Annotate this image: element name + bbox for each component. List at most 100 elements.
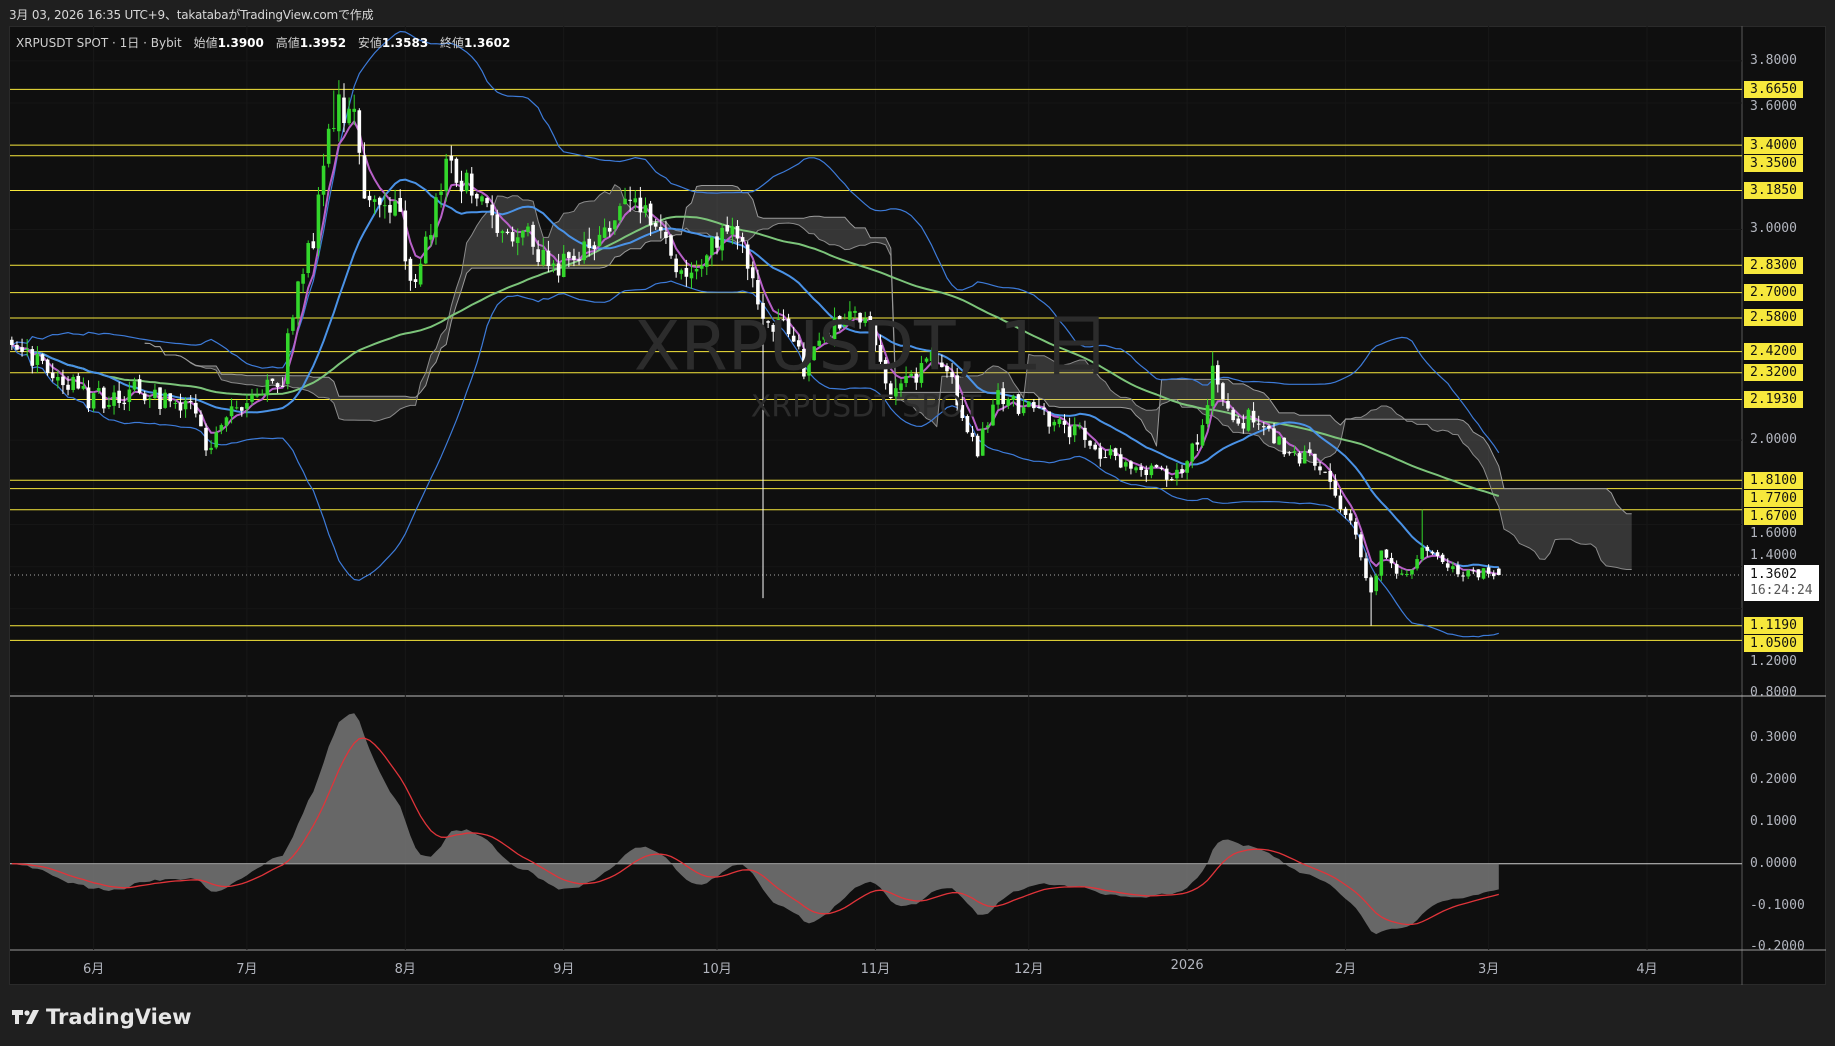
candle	[572, 248, 576, 267]
candle-body	[694, 268, 699, 272]
candle	[1307, 442, 1312, 457]
candle-body	[91, 393, 96, 409]
candle	[96, 380, 101, 394]
candle	[1006, 397, 1011, 410]
candle-body	[495, 214, 500, 233]
candle	[745, 241, 750, 281]
candle-body	[296, 281, 300, 318]
candle	[1052, 419, 1057, 432]
candle	[996, 383, 1000, 410]
price-axis-label: 1.6000	[1750, 526, 1797, 542]
candle-body	[260, 394, 265, 396]
candle-body	[1026, 401, 1031, 408]
candle	[260, 389, 265, 396]
candle-body	[112, 392, 116, 406]
candle-body	[250, 394, 254, 402]
candle	[1384, 548, 1389, 560]
candle	[148, 395, 152, 408]
candle-body	[791, 335, 796, 342]
low-value: 1.3583	[381, 36, 429, 50]
candle-body	[357, 110, 362, 153]
candle-body	[449, 155, 454, 161]
candle	[1067, 417, 1072, 445]
candle-body	[582, 241, 586, 261]
candle	[924, 356, 929, 364]
candle-body	[1292, 451, 1297, 453]
candle-body	[1471, 570, 1476, 572]
candle-body	[61, 376, 65, 386]
candle	[648, 200, 653, 236]
candle-body	[613, 220, 617, 230]
bar-countdown: 16:24:24	[1750, 582, 1813, 598]
horizontal-level-label: 2.3200	[1744, 364, 1803, 382]
horizontal-level-label: 1.0500	[1744, 635, 1803, 653]
candle-body	[173, 403, 178, 405]
candle-body	[965, 416, 970, 433]
candle	[577, 251, 581, 266]
candle-body	[868, 316, 873, 324]
symbol-name[interactable]: XRPUSDT SPOT · 1日 · Bybit	[16, 36, 182, 50]
candle	[812, 346, 816, 361]
candle	[1154, 464, 1159, 468]
candle	[1318, 461, 1322, 475]
candle	[234, 400, 239, 410]
tradingview-logo[interactable]: TradingView	[12, 1005, 191, 1029]
candle-body	[1277, 436, 1281, 445]
candle	[1185, 460, 1189, 480]
candle-body	[510, 232, 515, 242]
candle-body	[1006, 399, 1011, 406]
candle-body	[188, 400, 193, 402]
candle	[705, 254, 709, 276]
price-axis-label: 1.4000	[1750, 547, 1797, 563]
candle	[607, 221, 612, 237]
candle	[1353, 518, 1358, 540]
candle	[986, 422, 990, 433]
candle-body	[1379, 550, 1384, 576]
candle-body	[342, 97, 346, 124]
candle-body	[439, 191, 443, 195]
candle	[204, 423, 208, 456]
candle-body	[689, 272, 694, 279]
candle	[112, 385, 116, 415]
candle-body	[239, 407, 244, 411]
candle-body	[633, 198, 638, 203]
candle	[556, 253, 561, 283]
candle	[475, 192, 479, 207]
candle-body	[1134, 467, 1138, 471]
candle	[955, 367, 959, 412]
candle-body	[1021, 407, 1026, 414]
candle-body	[1297, 453, 1302, 464]
candle-body	[924, 358, 929, 362]
candle	[914, 367, 919, 390]
candle-body	[1144, 469, 1149, 476]
candle-body	[1405, 574, 1409, 576]
candle	[1302, 445, 1307, 464]
candle-body	[1113, 448, 1118, 456]
candle-body	[337, 94, 341, 132]
candle-body	[1042, 407, 1046, 410]
candle	[1389, 552, 1394, 569]
candle	[50, 363, 55, 382]
candle	[1164, 465, 1169, 487]
candle	[761, 293, 765, 599]
candle	[398, 189, 402, 212]
candle-body	[1399, 573, 1404, 575]
close-value: 1.3602	[464, 36, 511, 50]
candle	[40, 353, 45, 365]
candle	[1348, 509, 1353, 525]
candle	[1047, 411, 1051, 434]
candle-body	[940, 362, 944, 368]
candle	[86, 380, 91, 413]
candle	[1088, 440, 1092, 450]
candle	[653, 218, 658, 230]
candle-body	[934, 353, 939, 363]
candle	[991, 398, 995, 427]
candle	[1399, 569, 1404, 576]
candle	[515, 228, 520, 256]
candle	[490, 195, 494, 229]
candle-body	[1175, 469, 1179, 479]
candle	[393, 189, 397, 217]
candle	[1374, 573, 1379, 596]
candle-body	[597, 234, 602, 247]
